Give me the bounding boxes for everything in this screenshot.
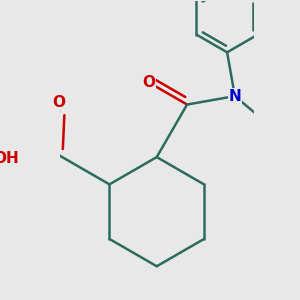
Text: OH: OH <box>0 151 19 166</box>
Text: O: O <box>142 75 155 90</box>
Text: O: O <box>52 94 65 110</box>
Text: N: N <box>229 88 241 104</box>
